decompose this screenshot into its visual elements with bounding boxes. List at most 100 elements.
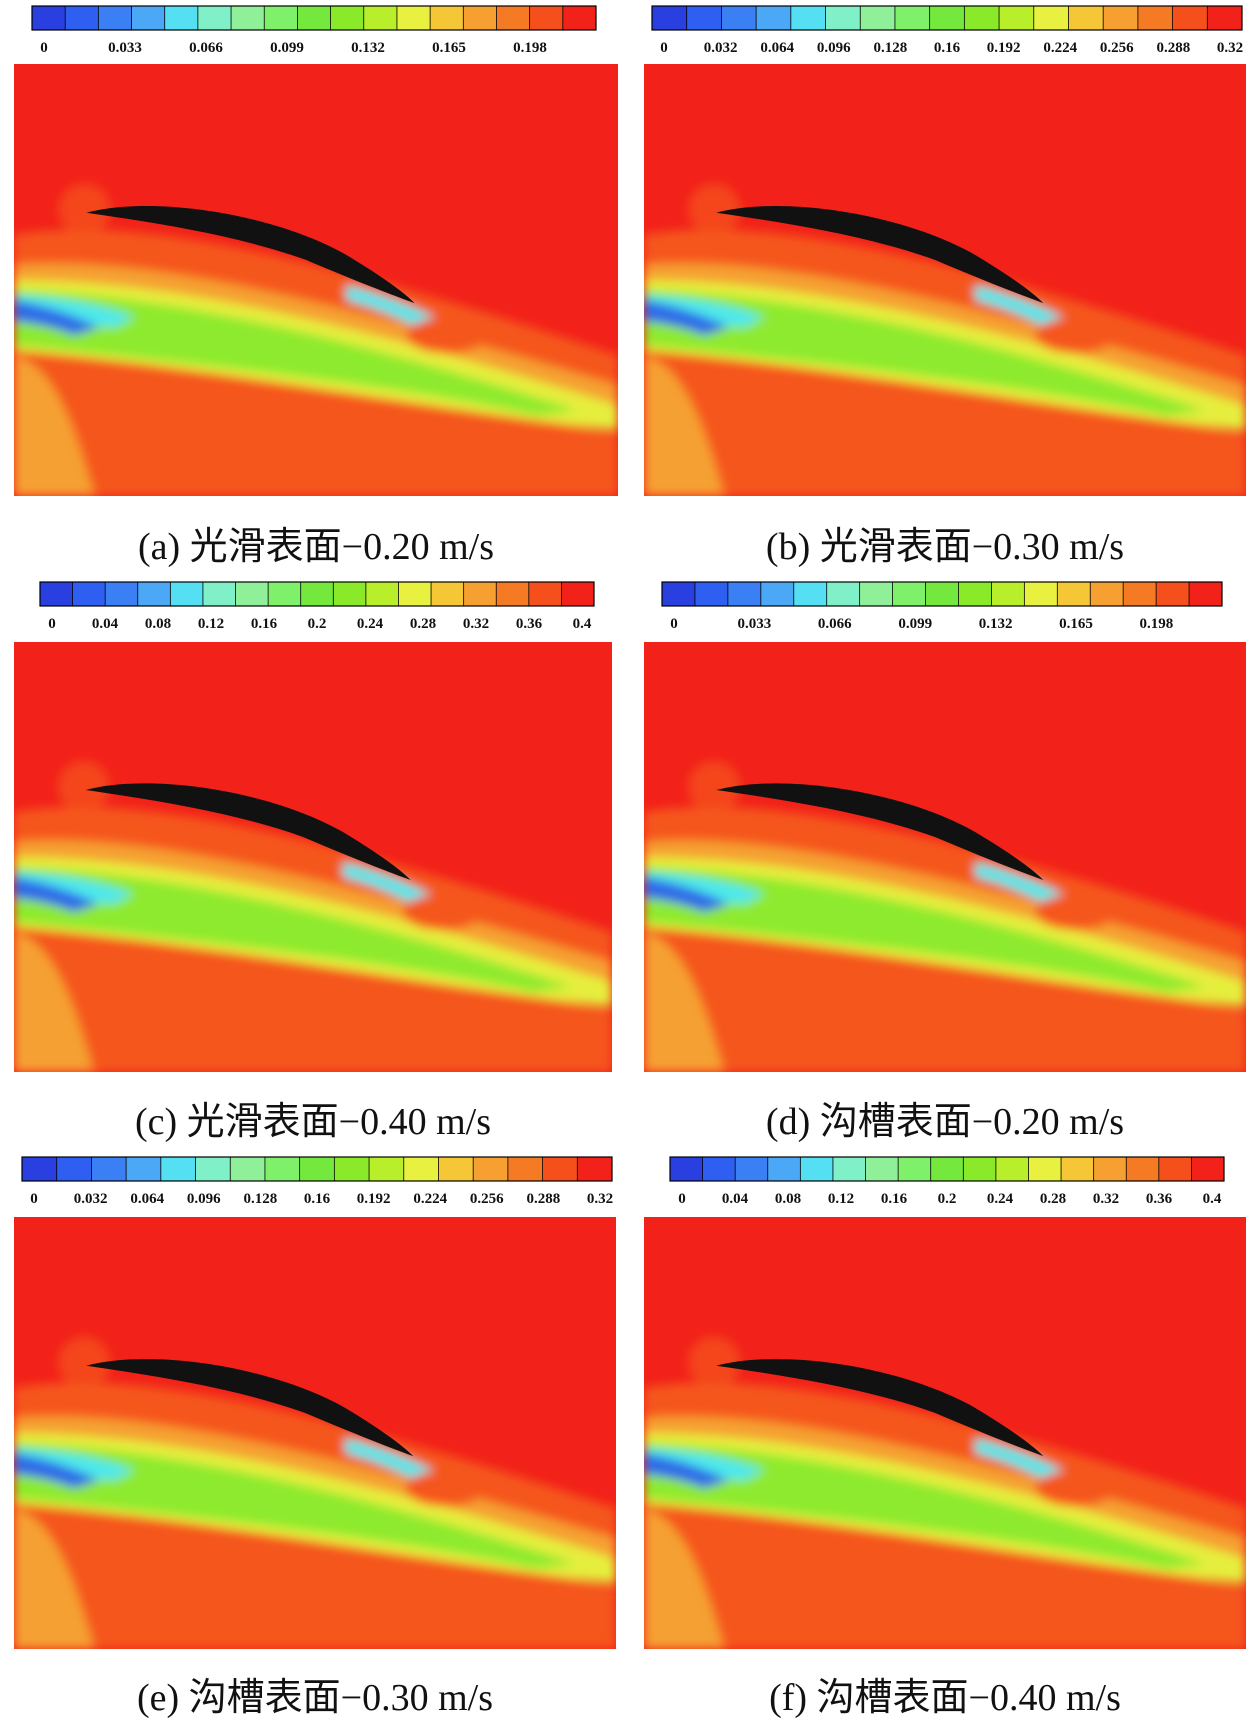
fish-body: [716, 783, 1044, 880]
colorbar-tick-label: 0.066: [189, 40, 223, 56]
colorbar-tick-label: 0.04: [92, 616, 119, 632]
wake-region: [14, 1443, 576, 1569]
panel-caption: (b) 光滑表面−0.30 m/s: [765, 526, 1125, 568]
colorbar-tick-label: 0: [670, 616, 678, 632]
colorbar-swatch: [694, 582, 729, 606]
panel-caption: (a) 光滑表面−0.20 m/s: [137, 526, 494, 568]
wake-region: [644, 877, 730, 912]
colorbar-tick-label: 0.4: [1203, 1191, 1222, 1207]
panel-caption: (f) 沟槽表面−0.40 m/s: [769, 1677, 1121, 1719]
colorbar-swatch: [760, 582, 795, 606]
colorbar-swatch: [496, 582, 530, 606]
colorbar-swatch: [299, 1157, 335, 1181]
colorbar-tick-label: 0.16: [251, 616, 278, 632]
colorbar-tick-label: 0.12: [828, 1191, 854, 1207]
vortex-blob: [1035, 894, 1116, 930]
colorbar-tick-label: 0.08: [775, 1191, 801, 1207]
colorbar-swatch: [91, 1157, 127, 1181]
colorbar-swatch: [727, 582, 762, 606]
colorbar-tick-label: 0.32: [463, 616, 489, 632]
colorbar-tick-label: 0.2: [938, 1191, 957, 1207]
colorbar-swatch: [561, 582, 595, 606]
colorbar-swatch: [507, 1157, 544, 1181]
vortex-blob: [1035, 1470, 1116, 1507]
colorbar-tick-label: 0.198: [513, 40, 547, 56]
colorbar-tick-label: 0.36: [1146, 1191, 1173, 1207]
wake-region: [14, 1478, 616, 1649]
colorbar-swatch: [496, 6, 531, 30]
colorbar-swatch: [832, 1157, 867, 1181]
head-vortex: [688, 761, 741, 813]
colorbar-swatch: [1061, 1157, 1095, 1181]
colorbar-swatch: [756, 6, 792, 30]
colorbar-tick-label: 0.064: [130, 1191, 164, 1207]
colorbar-swatch: [1057, 582, 1091, 606]
colorbar-swatch: [1158, 1157, 1192, 1181]
fish-body: [716, 206, 1044, 304]
colorbar-swatch: [369, 1157, 405, 1181]
colorbar-swatch: [126, 1157, 162, 1181]
colorbar-tick-label: 0.198: [1140, 616, 1174, 632]
colorbar-swatch: [1123, 582, 1157, 606]
colorbar-swatch: [825, 6, 861, 30]
colorbar-swatch: [330, 6, 365, 30]
vortex-blob: [1035, 317, 1116, 354]
colorbar-swatch: [264, 6, 298, 30]
colorbar-tick-label: 0: [30, 1191, 38, 1207]
colorbar-swatch: [892, 582, 927, 606]
vortex-blob: [405, 1470, 486, 1507]
colorbar-swatch: [1093, 1157, 1127, 1181]
colorbar: 0 0.04 0.08 0.12 0.16 0.2 0.24 0.28 0.32 0.36 0.4: [669, 1156, 1225, 1207]
colorbar-tick-label: 0.224: [1043, 40, 1077, 56]
colorbar-swatch: [22, 1157, 58, 1181]
colorbar-tick-label: 0.032: [74, 1191, 108, 1207]
colorbar-swatch: [202, 582, 237, 606]
colorbar-tick-label: 0.132: [351, 40, 385, 56]
colorbar-swatch: [333, 582, 367, 606]
colorbar: 0 0.033 0.066 0.099 0.132 0.165 0.198: [31, 5, 597, 56]
colorbar-tick-label: 0.165: [1059, 616, 1093, 632]
colorbar-tick-label: 0.128: [244, 1191, 278, 1207]
colorbar-tick-label: 0.28: [410, 616, 436, 632]
wake-region: [644, 1443, 1206, 1569]
colorbar-swatch: [963, 1157, 997, 1181]
colorbar-swatch: [230, 1157, 266, 1181]
colorbar-swatch: [767, 1157, 801, 1181]
wake-region: [14, 290, 578, 416]
colorbar-tick-label: 0.288: [527, 1191, 561, 1207]
colorbar-tick-label: 0.32: [1093, 1191, 1119, 1207]
colorbar: 0 0.033 0.066 0.099 0.132 0.165 0.198: [661, 581, 1223, 632]
colorbar-swatch: [438, 1157, 474, 1181]
colorbar-tick-label: 0.16: [881, 1191, 908, 1207]
colorbar-tick-label: 0.16: [934, 40, 961, 56]
colorbar-swatch: [995, 1157, 1029, 1181]
wake-region: [644, 290, 1206, 416]
colorbar-swatch: [991, 582, 1025, 606]
colorbar-tick-label: 0.224: [413, 1191, 447, 1207]
colorbar-swatch: [398, 582, 432, 606]
colorbar-swatch: [431, 582, 465, 606]
fish-body: [85, 783, 411, 880]
wake-region: [14, 325, 618, 496]
colorbar-swatch: [562, 6, 597, 30]
colorbar-tick-label: 0: [660, 40, 668, 56]
colorbar-swatch: [826, 582, 861, 606]
colorbar-tick-label: 0.099: [898, 616, 932, 632]
fish-body: [86, 1359, 414, 1457]
colorbar-swatch: [1028, 1157, 1062, 1181]
colorbar-tick-label: 0.096: [187, 1191, 221, 1207]
colorbar-swatch: [1156, 582, 1190, 606]
colorbar-swatch: [105, 582, 139, 606]
colorbar-tick-label: 0.099: [270, 40, 304, 56]
head-vortex: [57, 761, 110, 813]
colorbar-swatch: [1207, 6, 1243, 30]
colorbar: 0 0.032 0.064 0.096 0.128 0.16 0.192 0.224 0.256…: [21, 1156, 613, 1207]
vortex-blob: [402, 894, 483, 930]
colorbar-tick-label: 0.132: [979, 616, 1013, 632]
colorbar-swatch: [702, 1157, 736, 1181]
colorbar-swatch: [334, 1157, 370, 1181]
wake-region: [14, 1508, 95, 1649]
wake-region: [14, 355, 95, 496]
colorbar-tick-label: 0.066: [818, 616, 852, 632]
colorbar-tick-label: 0.033: [738, 616, 772, 632]
